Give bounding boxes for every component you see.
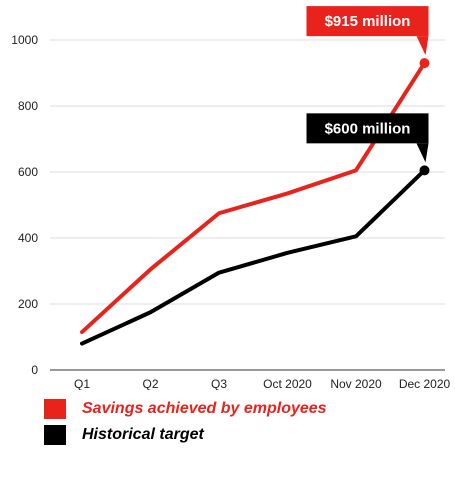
series-line-0	[80, 61, 427, 335]
callout-box-1	[306, 113, 429, 144]
x-tick-label: Q1	[74, 377, 90, 390]
y-tick-label: 1000	[11, 33, 38, 47]
legend-item-savings: Savings achieved by employees	[44, 396, 327, 422]
y-tick-label: 400	[18, 231, 38, 245]
callout-box-0	[306, 6, 429, 37]
legend-label-savings: Savings achieved by employees	[82, 400, 327, 417]
y-tick-label: 200	[18, 297, 38, 311]
callout-pointer-1	[416, 143, 429, 163]
series-endpoint-0	[419, 58, 430, 69]
legend: Savings achieved by employees Historical…	[44, 396, 327, 448]
gridlines	[50, 39, 445, 305]
legend-item-target: Historical target	[44, 422, 327, 448]
x-tick-label: Q2	[142, 377, 158, 390]
y-tick-label: 600	[18, 165, 38, 179]
x-tick-label: Oct 2020	[263, 377, 312, 390]
y-tick-label: 800	[18, 99, 38, 113]
y-tick-label: 0	[31, 363, 38, 377]
series-line-1	[80, 168, 427, 346]
line-chart: 0 200 400 600 800 1000 Q1 Q2 Q3 Oct 2020 Nov 2020…	[11, 6, 451, 390]
legend-swatch-savings	[44, 399, 66, 419]
x-tick-label: Q3	[211, 377, 227, 390]
callout-label-0: $915 million	[325, 13, 411, 30]
series-lines	[80, 58, 430, 346]
x-tick-labels: Q1 Q2 Q3 Oct 2020 Nov 2020 Dec 2020	[74, 377, 451, 390]
x-tick-label: Dec 2020	[399, 377, 451, 390]
callouts: $915 million $600 million	[306, 6, 429, 163]
legend-label-target: Historical target	[82, 426, 204, 443]
legend-swatch-target	[44, 425, 66, 445]
y-tick-labels: 0 200 400 600 800 1000	[11, 33, 38, 377]
x-tick-label: Nov 2020	[330, 377, 382, 390]
callout-pointer-0	[416, 36, 429, 56]
callout-label-1: $600 million	[325, 120, 411, 137]
series-endpoint-1	[419, 165, 430, 176]
